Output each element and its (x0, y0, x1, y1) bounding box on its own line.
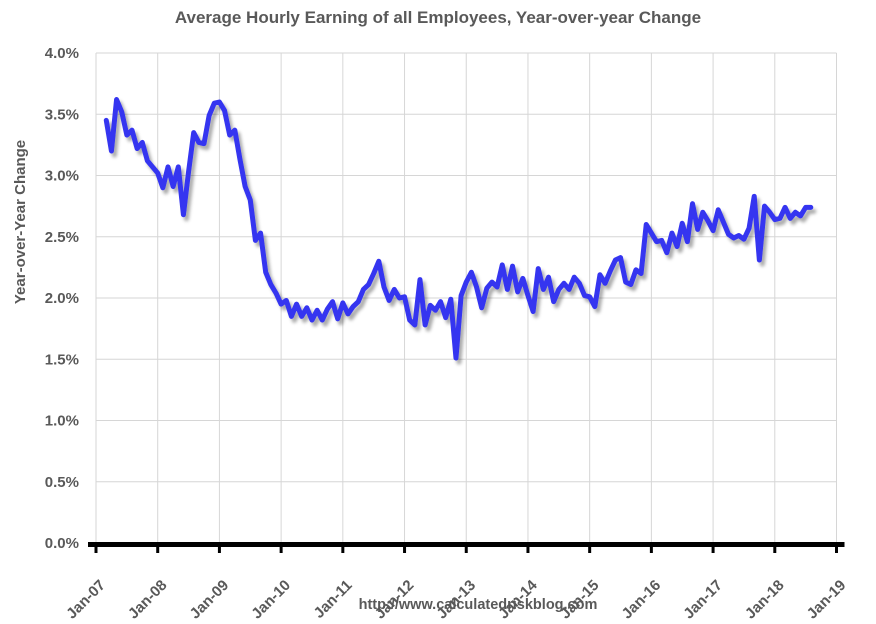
y-axis-title: Year-over-Year Change (12, 140, 29, 304)
y-tick-label: 4.0% (45, 45, 79, 62)
x-tick-label: Jan-17 (680, 577, 726, 623)
y-tick-label: 2.5% (45, 229, 79, 246)
y-tick-label: 1.5% (45, 351, 79, 368)
chart-title: Average Hourly Earning of all Employees,… (174, 8, 702, 27)
x-tick-label: Jan-08 (125, 577, 171, 623)
x-tick-label: Jan-11 (311, 577, 356, 622)
axis-labels: 0.0% 0.5% 1.0% 1.5% 2.0% 2.5% 3.0% 3.5% 4.0% Jan-… (45, 45, 850, 622)
data-line-series (103, 97, 814, 361)
x-tick-label: Jan-19 (804, 577, 850, 623)
x-tick-label: Jan-07 (63, 577, 109, 623)
source-url: http://www.calculatedriskblog.com (359, 597, 598, 613)
y-tick-label: 3.0% (45, 168, 79, 185)
x-tick-label: Jan-16 (619, 577, 665, 623)
x-tick-label: Jan-09 (187, 577, 233, 623)
y-tick-label: 1.0% (45, 413, 79, 430)
x-axis (88, 542, 845, 553)
y-tick-label: 0.0% (45, 535, 79, 552)
y-tick-label: 2.0% (45, 290, 79, 307)
x-tick-label: Jan-10 (248, 577, 294, 623)
y-tick-label: 3.5% (45, 106, 79, 123)
y-tick-label: 0.5% (45, 474, 79, 491)
x-tick-label: Jan-18 (742, 577, 788, 623)
